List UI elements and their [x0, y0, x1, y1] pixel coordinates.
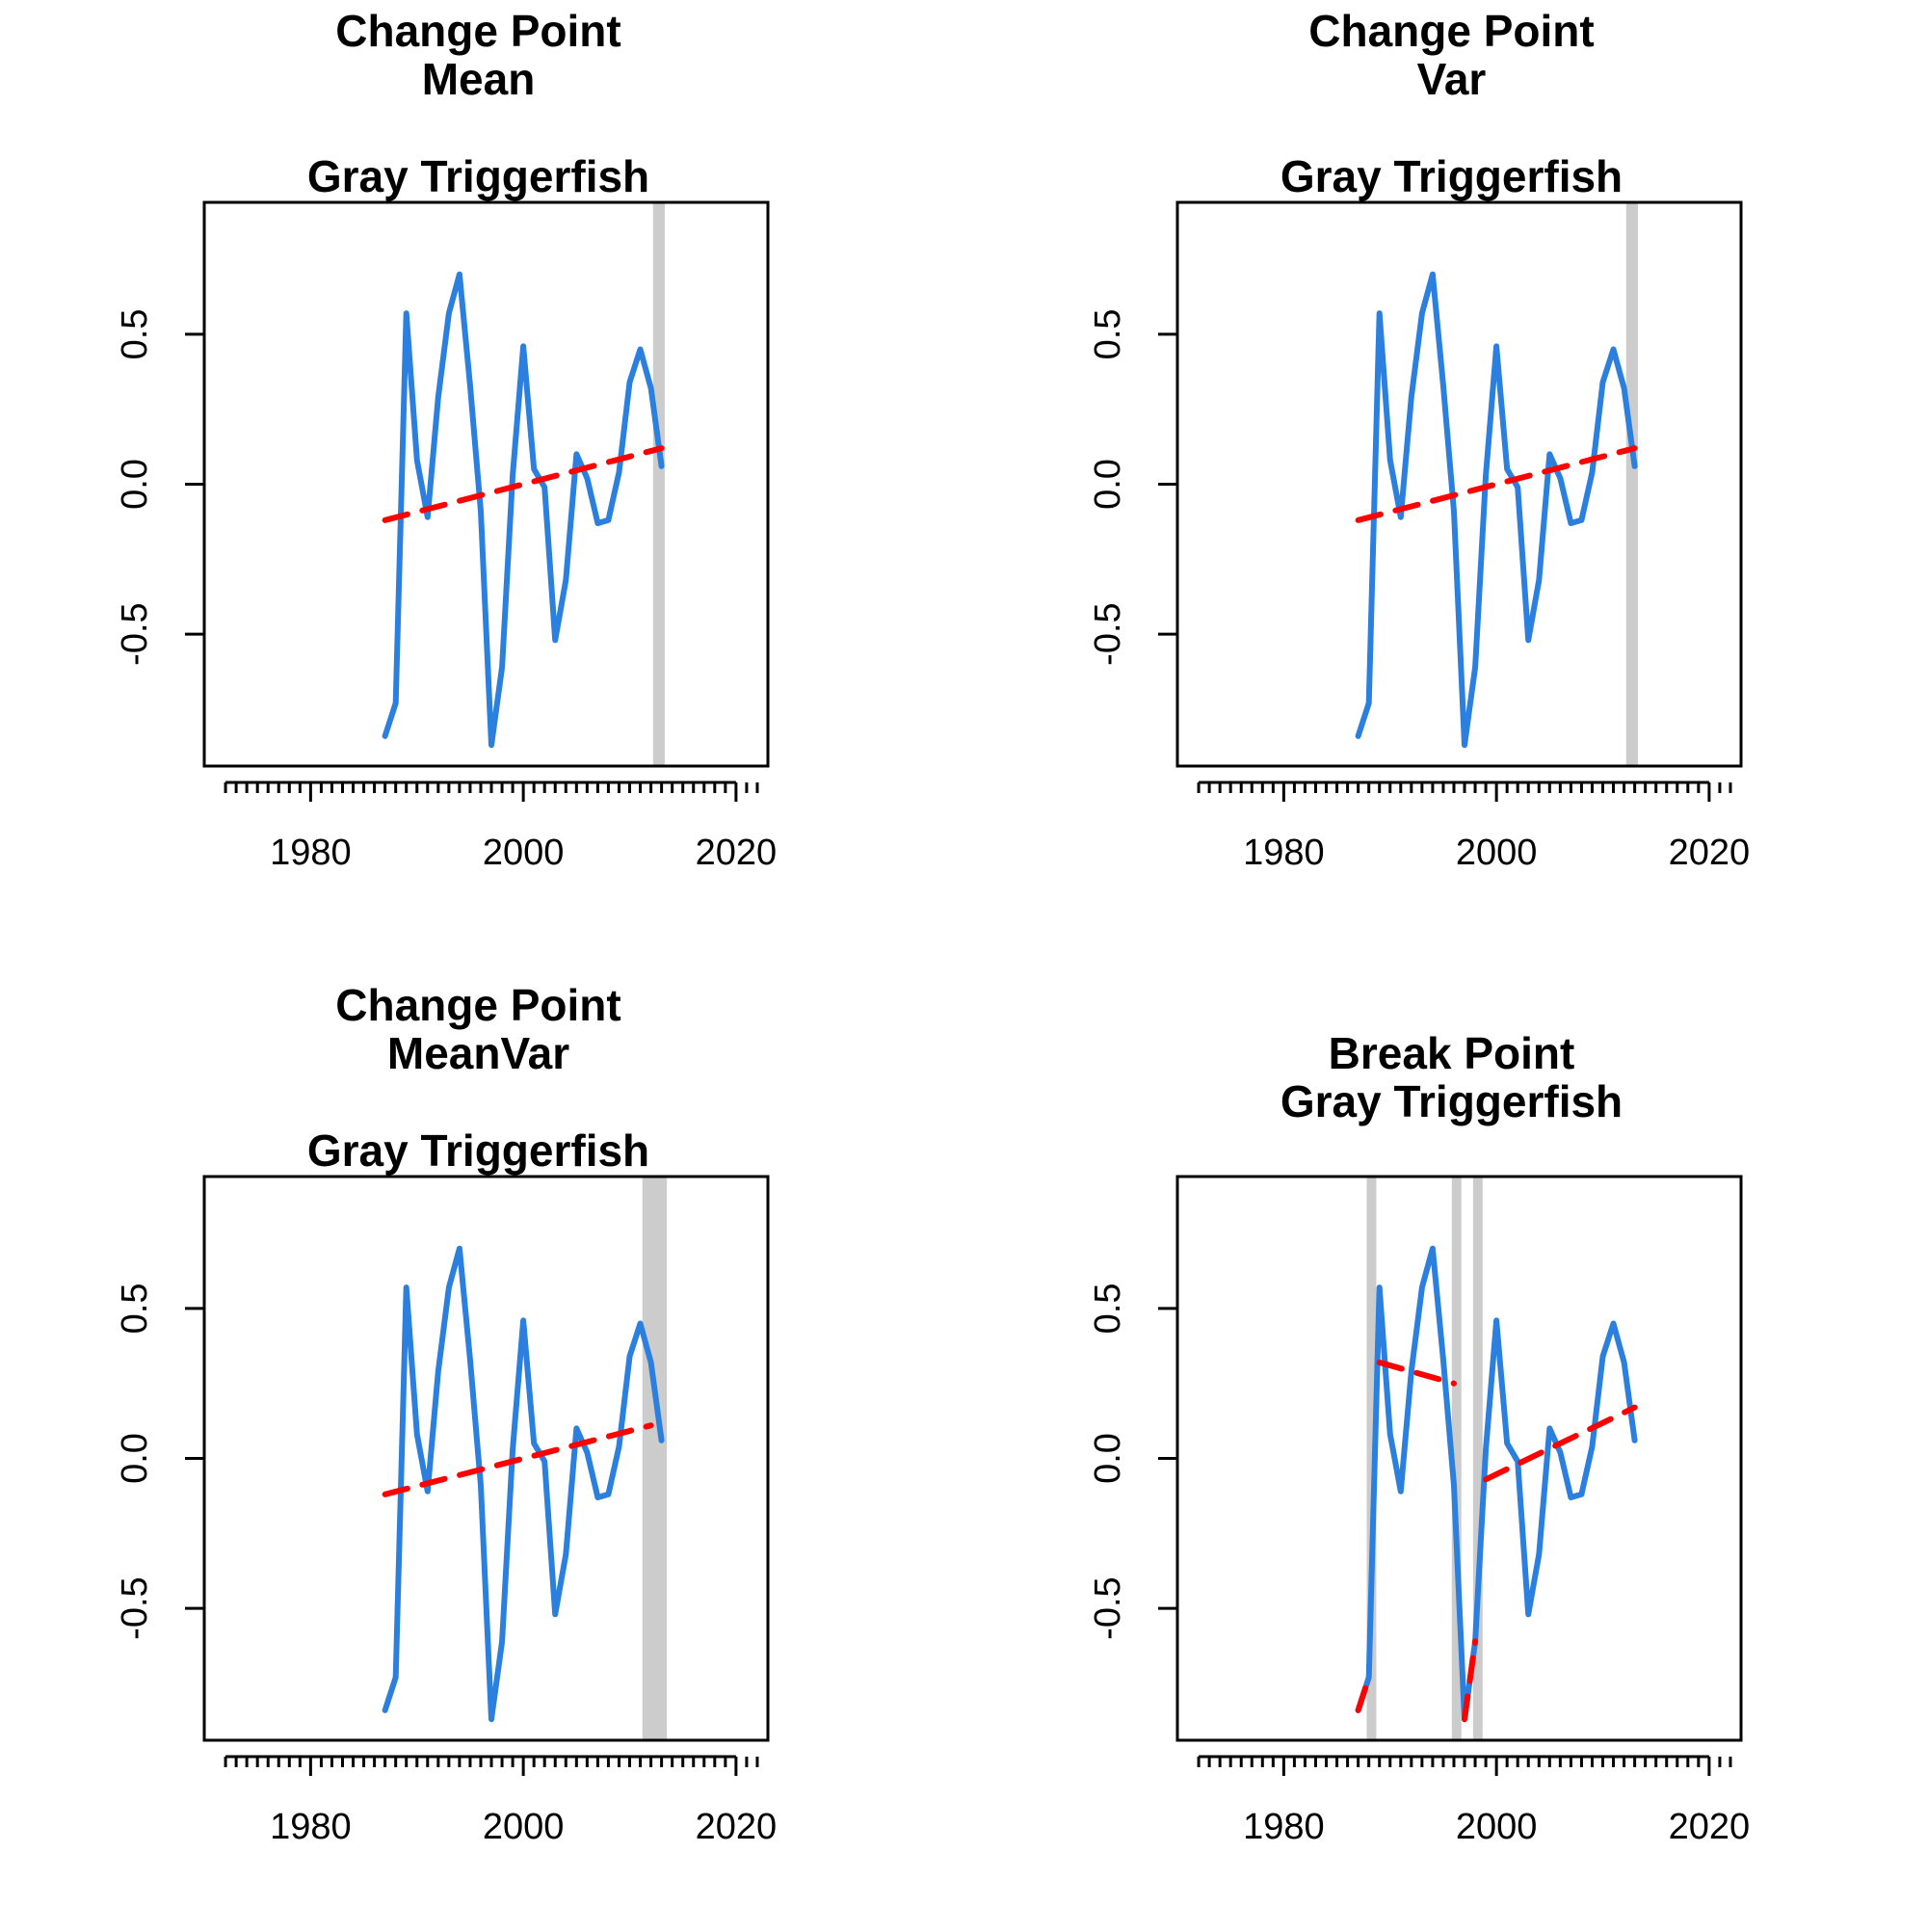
chart-title-line: Gray Triggerfish: [307, 1125, 649, 1176]
trend-segment: [1355, 1674, 1372, 1713]
chart-title-line: Gray Triggerfish: [1280, 151, 1623, 201]
y-tick-label: 0.0: [1088, 1433, 1128, 1484]
chart-title-line: Change Point: [335, 6, 620, 56]
y-tick-label: 0.0: [1088, 459, 1128, 510]
trend-segment: [382, 1422, 654, 1497]
change-point-band: [652, 202, 665, 766]
y-tick-label: -0.5: [1088, 602, 1128, 665]
x-tick-label: 2020: [696, 833, 778, 873]
chart-title-line: Var: [1417, 54, 1487, 104]
change-point-band: [1366, 1177, 1377, 1740]
x-tick-label: 2020: [696, 1807, 778, 1847]
series-line: [1355, 271, 1638, 749]
y-tick-label: -0.5: [115, 1576, 155, 1639]
change-point-band: [1451, 1177, 1462, 1740]
series-line: [1355, 1245, 1638, 1723]
trend-segment: [1376, 1359, 1457, 1387]
series-line: [382, 1245, 665, 1723]
chart-title-line: MeanVar: [387, 1028, 569, 1078]
y-tick-label: 0.5: [115, 309, 155, 360]
chart-title-line: Break Point: [1329, 1028, 1575, 1078]
y-tick-label: 0.0: [115, 1433, 155, 1484]
change-point-band: [1625, 202, 1638, 766]
x-tick-label: 2020: [1669, 833, 1751, 873]
x-tick-label: 2000: [1456, 833, 1538, 873]
y-tick-label: -0.5: [1088, 1576, 1128, 1639]
chart-title-line: Mean: [422, 54, 536, 104]
change-point-band: [642, 1177, 668, 1740]
x-tick-label: 1980: [270, 1807, 352, 1847]
trend-segment: [1462, 1638, 1479, 1723]
x-tick-label: 2000: [483, 1807, 565, 1847]
y-tick-label: 0.5: [1088, 309, 1128, 360]
y-tick-label: 0.5: [115, 1284, 155, 1335]
y-tick-label: -0.5: [115, 602, 155, 665]
x-tick-label: 1980: [270, 833, 352, 873]
x-tick-label: 2020: [1669, 1807, 1751, 1847]
trend-segment: [1355, 445, 1638, 523]
y-tick-label: 0.5: [1088, 1284, 1128, 1335]
trend-segment: [382, 445, 665, 523]
chart-title-line: Change Point: [335, 980, 620, 1030]
chart-title-line: Gray Triggerfish: [307, 151, 649, 201]
change-point-band: [1472, 1177, 1483, 1740]
x-tick-label: 1980: [1243, 833, 1325, 873]
chart-title-line: Gray Triggerfish: [1280, 1076, 1623, 1126]
trend-segment: [1483, 1404, 1638, 1483]
series-line: [382, 271, 665, 749]
x-tick-label: 2000: [1456, 1807, 1538, 1847]
x-tick-label: 2000: [483, 833, 565, 873]
chart-title-line: Change Point: [1308, 6, 1594, 56]
y-tick-label: 0.0: [115, 459, 155, 510]
x-tick-label: 1980: [1243, 1807, 1325, 1847]
